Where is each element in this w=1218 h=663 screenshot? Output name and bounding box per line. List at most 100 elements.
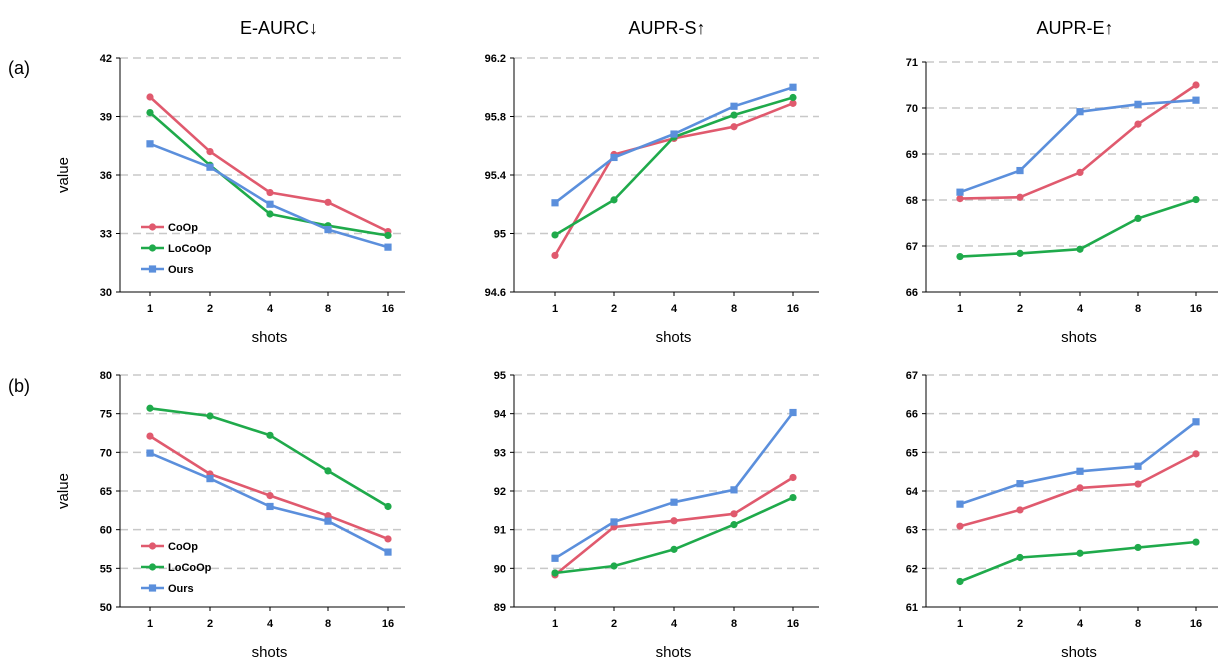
series-line-ours: [959, 420, 1197, 506]
x-tick-label: 1: [957, 618, 963, 630]
legend-label-locoop: LoCoOp: [168, 243, 212, 255]
data-point-ours: [1076, 108, 1084, 116]
chart-panel-2: 94.6 95 95.4 95.8 96.2 1 2 4 8 16 shots: [485, 53, 819, 346]
data-point-coop: [1134, 120, 1142, 128]
legend-marker-locoop: [148, 563, 157, 571]
data-point-coop: [551, 251, 559, 260]
x-tick-label: 16: [382, 618, 394, 630]
legend-marker-ours: [148, 584, 157, 592]
x-tick-label: 1: [552, 618, 558, 630]
y-tick-label: 95: [494, 370, 506, 382]
data-point-ours: [324, 226, 332, 234]
data-point-locoop: [730, 111, 738, 119]
x-tick-label: 2: [207, 303, 213, 315]
y-tick-label: 67: [906, 241, 918, 253]
data-point-coop: [146, 432, 154, 440]
y-tick-label: 65: [100, 486, 112, 498]
data-point-locoop: [324, 467, 332, 475]
data-point-coop: [1134, 480, 1142, 488]
data-point-ours: [610, 518, 618, 526]
data-point-ours: [789, 83, 797, 91]
x-axis-title: shots: [1061, 329, 1097, 346]
series-line-ours: [149, 451, 389, 554]
data-point-locoop: [266, 431, 274, 439]
x-tick-label: 2: [611, 618, 617, 630]
data-point-ours: [1134, 100, 1142, 108]
data-point-ours: [206, 163, 214, 171]
x-tick-label: 8: [731, 618, 737, 630]
data-point-coop: [266, 188, 274, 197]
legend-label-locoop: LoCoOp: [168, 562, 212, 574]
series-line-coop: [553, 102, 794, 257]
data-point-coop: [266, 492, 274, 500]
data-point-locoop: [1076, 549, 1084, 557]
data-point-coop: [384, 535, 392, 543]
y-tick-label: 96.2: [485, 53, 506, 65]
x-tick-label: 4: [671, 618, 678, 630]
chart-panel-3: 66 67 68 69 70 71 1 2 4 8 16 shots: [906, 57, 1218, 346]
x-axis-title: shots: [252, 329, 288, 346]
y-tick-label: 90: [494, 563, 506, 575]
series-line-coop: [554, 476, 794, 576]
data-point-ours: [670, 130, 678, 138]
data-point-locoop: [146, 109, 154, 117]
row-label-b: (b): [8, 376, 30, 396]
data-point-ours: [1076, 467, 1084, 475]
x-tick-label: 16: [787, 618, 799, 630]
data-point-locoop: [730, 521, 738, 529]
series-line-ours: [554, 411, 795, 560]
data-point-locoop: [266, 210, 274, 218]
x-axis-title: shots: [656, 644, 692, 661]
data-point-ours: [206, 475, 214, 483]
x-tick-label: 8: [325, 618, 331, 630]
data-point-ours: [1016, 166, 1024, 175]
y-tick-label: 69: [906, 149, 918, 161]
y-tick-label: 64: [906, 486, 919, 498]
y-tick-label: 55: [100, 563, 112, 575]
chart-panel-5: 89 90 91 92 93 94 95 1 2 4 8 16 shots: [494, 370, 819, 661]
legend-label-coop: CoOp: [168, 541, 198, 553]
data-point-ours: [789, 408, 797, 417]
column-title-aupr-s: AUPR-S↑: [628, 18, 705, 38]
series-line-coop: [149, 435, 389, 541]
x-tick-label: 4: [267, 303, 274, 315]
data-point-locoop: [206, 412, 214, 420]
data-point-locoop: [789, 493, 797, 502]
y-tick-label: 62: [906, 563, 918, 575]
data-point-ours: [730, 102, 738, 110]
data-point-locoop: [670, 545, 678, 553]
x-axis-title: shots: [1061, 644, 1097, 661]
data-point-locoop: [789, 93, 797, 102]
y-tick-label: 95.4: [485, 170, 507, 182]
data-point-ours: [1016, 480, 1024, 488]
data-point-ours: [956, 500, 964, 508]
legend-marker-locoop: [148, 244, 157, 252]
data-point-coop: [670, 517, 678, 525]
series-line-ours: [554, 86, 794, 204]
data-point-ours: [610, 153, 618, 162]
data-point-ours: [1192, 418, 1200, 426]
data-point-ours: [146, 449, 154, 457]
y-tick-label: 60: [100, 525, 112, 537]
y-tick-label: 65: [906, 447, 918, 459]
data-point-locoop: [146, 404, 154, 412]
data-point-ours: [384, 243, 392, 251]
data-point-ours: [1134, 462, 1142, 470]
data-point-locoop: [1134, 543, 1142, 552]
data-point-ours: [324, 517, 332, 525]
x-tick-label: 16: [787, 303, 799, 315]
x-tick-label: 8: [1135, 303, 1141, 315]
x-tick-label: 4: [267, 618, 274, 630]
y-tick-label: 66: [906, 409, 918, 421]
data-point-locoop: [610, 562, 618, 570]
data-point-locoop: [384, 502, 392, 511]
data-point-coop: [956, 195, 964, 203]
y-tick-label: 30: [100, 287, 112, 299]
data-point-locoop: [956, 577, 964, 586]
y-tick-label: 39: [100, 112, 112, 124]
legend-marker-ours: [148, 265, 157, 273]
series-line-locoop: [959, 540, 1197, 583]
data-point-coop: [1076, 484, 1084, 492]
x-tick-label: 16: [1190, 303, 1202, 315]
y-tick-label: 94: [494, 409, 507, 421]
